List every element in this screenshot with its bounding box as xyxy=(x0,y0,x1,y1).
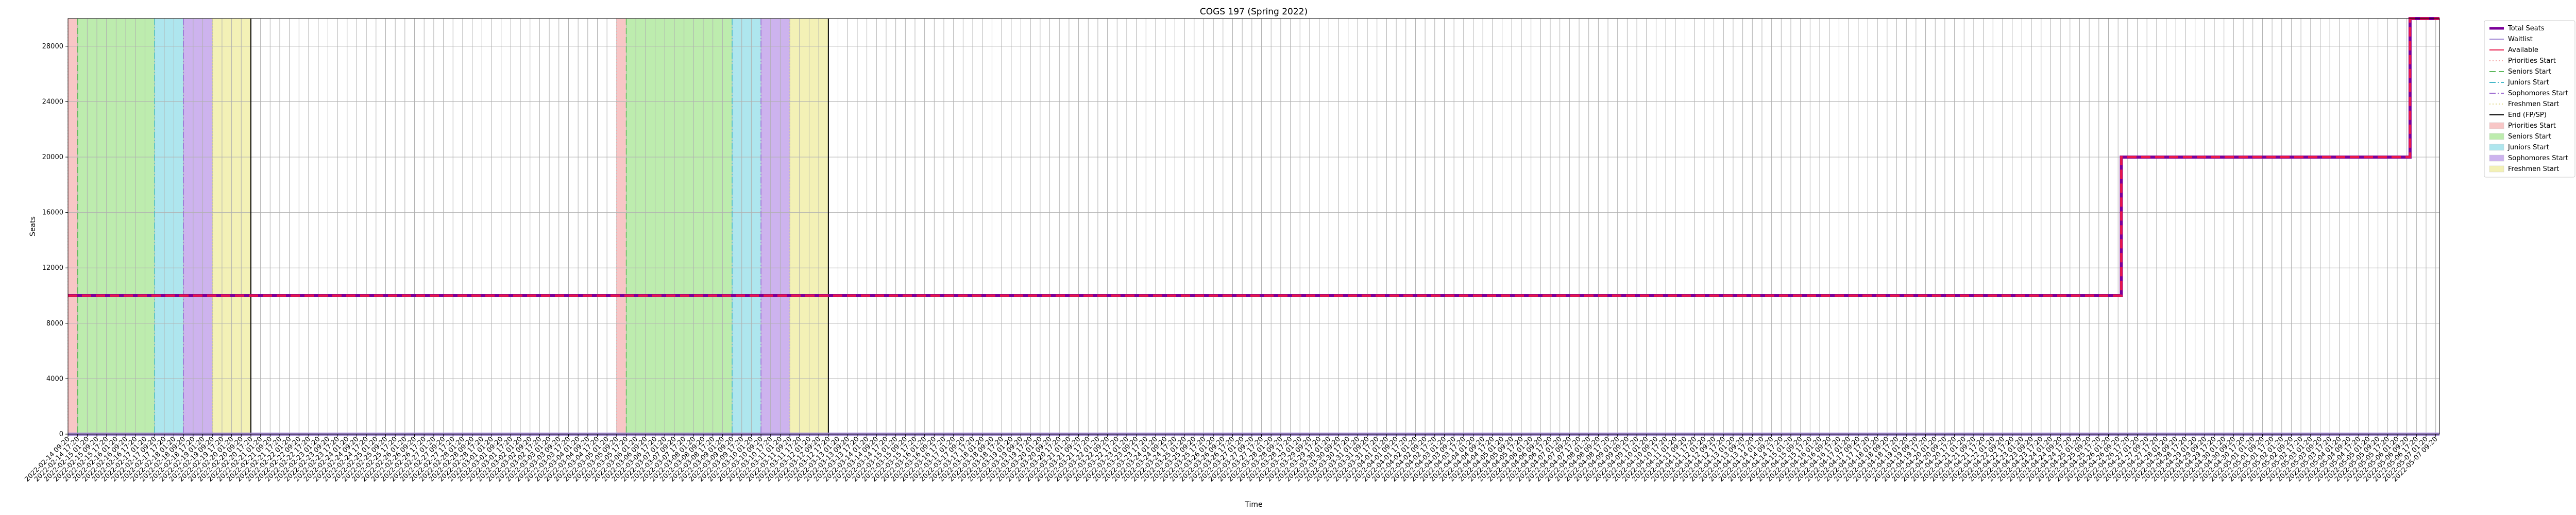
y-tick-label: 0 xyxy=(59,431,63,438)
legend-label-7: Freshmen Start xyxy=(2508,100,2559,108)
phase-band-0-0 xyxy=(68,19,78,434)
y-tick-label: 16000 xyxy=(42,209,63,217)
legend-swatch-11 xyxy=(2489,144,2504,151)
phase-band-1-1 xyxy=(626,19,733,434)
series-lines xyxy=(68,17,2439,436)
grid xyxy=(67,19,2439,435)
legend-label-6: Sophomores Start xyxy=(2508,90,2568,97)
legend-label-13: Freshmen Start xyxy=(2508,165,2559,173)
legend-label-12: Sophomores Start xyxy=(2508,154,2568,162)
legend: Total Seats Waitlist Available Priorities S… xyxy=(2484,20,2575,178)
y-tick-label: 8000 xyxy=(46,320,63,328)
legend-label-4: Seniors Start xyxy=(2508,68,2551,76)
y-tick-label: 20000 xyxy=(42,153,63,161)
y-tick-label: 12000 xyxy=(42,264,63,272)
chart-title: COGS 197 (Spring 2022) xyxy=(1200,7,1308,17)
legend-swatch-13 xyxy=(2489,165,2504,173)
legend-label-2: Available xyxy=(2508,46,2538,54)
legend-frame xyxy=(2484,20,2575,178)
x-axis-title: Time xyxy=(1244,501,1262,509)
legend-label-0: Total Seats xyxy=(2507,25,2545,32)
y-tick-label: 24000 xyxy=(42,98,63,106)
legend-label-3: Priorities Start xyxy=(2508,57,2556,65)
phase-band-0-1 xyxy=(616,19,626,434)
plot-frame xyxy=(67,18,2440,435)
legend-label-10: Seniors Start xyxy=(2508,133,2551,141)
legend-label-11: Juniors Start xyxy=(2507,144,2549,151)
legend-swatch-10 xyxy=(2489,133,2504,140)
phase-band-2-0 xyxy=(155,19,184,434)
phase-band-3-0 xyxy=(183,19,213,434)
y-axis-ticks: 0 4000 8000 12000 16000 20000 24000 28000 xyxy=(42,43,68,438)
y-tick-label: 4000 xyxy=(46,375,63,383)
legend-label-5: Juniors Start xyxy=(2507,79,2549,87)
y-tick-label: 28000 xyxy=(42,43,63,50)
legend-label-8: End (FP/SP) xyxy=(2508,111,2547,119)
legend-label-1: Waitlist xyxy=(2508,36,2533,43)
legend-label-9: Priorities Start xyxy=(2508,122,2556,130)
legend-swatch-9 xyxy=(2489,122,2504,129)
phase-band-3-1 xyxy=(761,19,790,434)
legend-swatch-12 xyxy=(2489,154,2504,162)
phase-bands xyxy=(68,19,828,434)
phase-band-2-1 xyxy=(732,19,761,434)
y-axis-title: Seats xyxy=(29,216,37,236)
